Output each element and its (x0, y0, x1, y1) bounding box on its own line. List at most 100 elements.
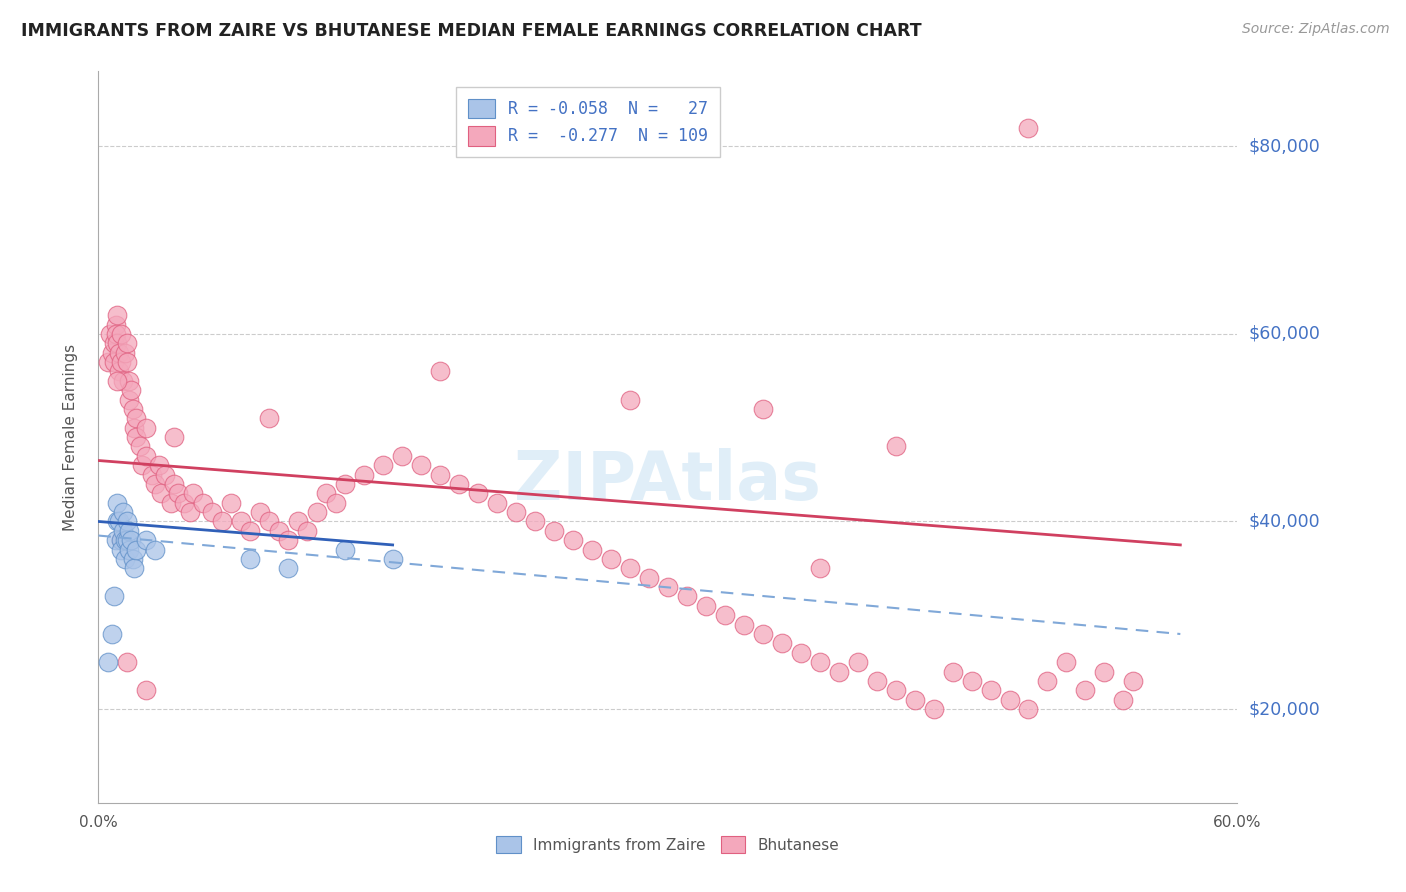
Point (1122, 673, 1144, 688)
Point (145, 542, 167, 557)
Point (467, 486, 489, 500)
Point (125, 430, 148, 444)
Point (115, 355, 138, 369)
Point (942, 665, 965, 679)
Point (429, 467, 451, 482)
Point (259, 515, 281, 529)
Text: $80,000: $80,000 (1249, 137, 1320, 155)
Point (118, 374, 141, 388)
Point (733, 617, 755, 632)
Point (770, 636, 793, 650)
Point (353, 467, 375, 482)
Point (1018, 702, 1040, 716)
Point (103, 336, 125, 351)
Point (429, 364, 451, 378)
Point (108, 364, 131, 378)
Text: $20,000: $20,000 (1249, 700, 1320, 718)
Point (135, 683, 157, 698)
Point (287, 515, 309, 529)
Point (120, 383, 142, 397)
Point (114, 533, 136, 548)
Point (1074, 683, 1097, 698)
Point (695, 599, 717, 613)
Point (107, 308, 129, 322)
Text: Source: ZipAtlas.com: Source: ZipAtlas.com (1241, 22, 1389, 37)
Point (107, 496, 129, 510)
Point (118, 524, 141, 538)
Point (790, 646, 813, 660)
Point (335, 477, 357, 491)
Point (657, 580, 679, 594)
Text: $60,000: $60,000 (1249, 325, 1320, 343)
Point (335, 542, 357, 557)
Point (110, 542, 132, 557)
Point (97, 655, 120, 669)
Point (904, 692, 927, 706)
Point (391, 449, 413, 463)
Point (173, 496, 195, 510)
Point (267, 524, 290, 538)
Point (145, 477, 167, 491)
Point (1112, 692, 1135, 706)
Point (153, 467, 176, 482)
Point (752, 627, 775, 641)
Text: IMMIGRANTS FROM ZAIRE VS BHUTANESE MEDIAN FEMALE EARNINGS CORRELATION CHART: IMMIGRANTS FROM ZAIRE VS BHUTANESE MEDIA… (21, 22, 922, 40)
Text: ZIPAtlas: ZIPAtlas (515, 448, 821, 514)
Y-axis label: Median Female Earnings: Median Female Earnings (63, 343, 77, 531)
Point (100, 345, 122, 359)
Point (120, 533, 142, 548)
Point (124, 420, 146, 434)
Point (239, 552, 262, 566)
Point (381, 552, 404, 566)
Point (110, 533, 132, 548)
Point (371, 458, 394, 473)
Point (129, 440, 152, 454)
Point (922, 702, 945, 716)
Point (108, 345, 131, 359)
Point (141, 467, 163, 482)
Point (125, 411, 148, 425)
Point (600, 552, 623, 566)
Point (135, 533, 157, 548)
Point (107, 374, 129, 388)
Point (104, 326, 127, 341)
Point (121, 552, 143, 566)
Point (211, 515, 233, 529)
Point (1036, 673, 1059, 688)
Point (1094, 665, 1116, 679)
Point (305, 505, 328, 519)
Point (135, 449, 157, 463)
Point (98, 326, 121, 341)
Point (103, 590, 125, 604)
Point (562, 533, 585, 548)
Point (411, 458, 433, 473)
Point (97, 355, 120, 369)
Point (163, 477, 186, 491)
Point (112, 374, 135, 388)
Point (104, 533, 127, 548)
Text: $40,000: $40,000 (1249, 513, 1320, 531)
Point (108, 515, 131, 529)
Point (249, 505, 271, 519)
Point (107, 515, 129, 529)
Point (277, 533, 299, 548)
Point (449, 477, 471, 491)
Point (148, 458, 170, 473)
Point (960, 673, 983, 688)
Point (866, 673, 889, 688)
Point (110, 355, 132, 369)
Point (714, 608, 737, 623)
Point (315, 486, 337, 500)
Point (325, 496, 347, 510)
Point (163, 430, 186, 444)
Point (191, 496, 214, 510)
Point (125, 542, 148, 557)
Point (752, 401, 775, 416)
Point (277, 561, 299, 575)
Point (884, 683, 907, 698)
Point (297, 524, 319, 538)
Point (110, 326, 132, 341)
Point (107, 336, 129, 351)
Point (846, 655, 869, 669)
Point (1018, 120, 1040, 135)
